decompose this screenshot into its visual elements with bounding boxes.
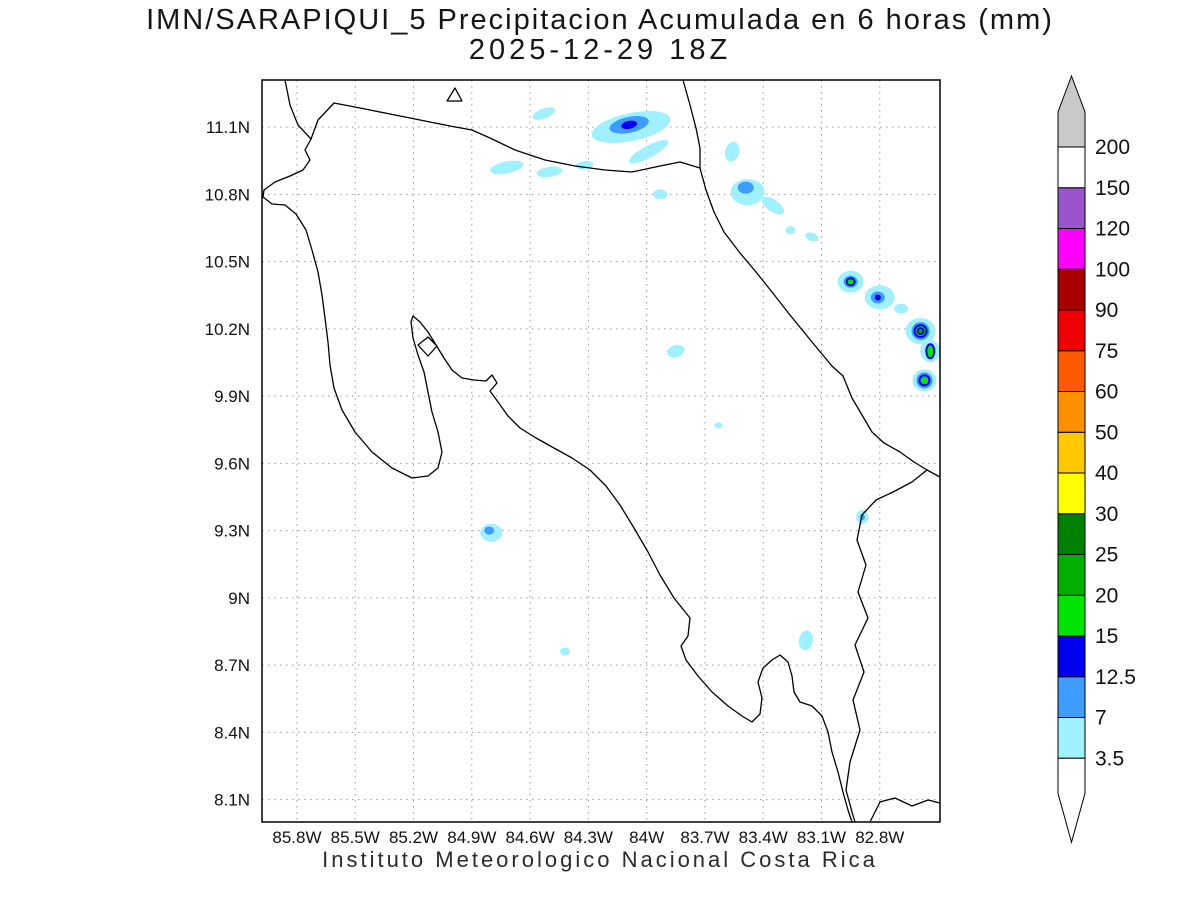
colorbar-label: 7	[1095, 707, 1107, 730]
precip-cell	[628, 140, 669, 164]
colorbar-label: 120	[1095, 218, 1130, 241]
colorbar-band	[1057, 554, 1086, 596]
precip-cell	[925, 343, 936, 360]
lon-tick-label: 85.2W	[389, 828, 438, 847]
colorbar-label: 75	[1095, 340, 1118, 363]
colorbar-legend: 200 150 120 100 90 75 60 50 40 30 25 20 15 12.5 7 3.5	[1057, 74, 1136, 845]
colorbar-band	[1057, 350, 1086, 392]
lon-tick-label: 84.3W	[564, 828, 613, 847]
chart-title: IMN/SARAPIQUI_5 Precipitacion Acumulada …	[146, 4, 1054, 36]
precip-cell	[560, 647, 571, 656]
precip-cell	[536, 166, 563, 178]
colorbar-band	[1057, 594, 1086, 637]
precip-cell	[575, 161, 594, 170]
colorbar-band	[1057, 228, 1086, 270]
precip-cell	[916, 327, 925, 336]
nicaragua-costa-rica-border	[310, 102, 701, 173]
precip-cell	[845, 277, 856, 287]
colorbar-band	[1057, 635, 1086, 678]
colorbar-band	[1057, 717, 1086, 759]
lon-tick-label: 84W	[629, 828, 664, 847]
gulf-of-nicoya-island	[417, 336, 438, 357]
lat-tick-label: 10.8N	[205, 185, 250, 204]
panama-border	[845, 469, 928, 823]
lat-tick-label: 9N	[228, 589, 250, 608]
lon-tick-label: 83.1W	[797, 828, 846, 847]
colorbar-band	[1057, 187, 1086, 229]
colorbar-band	[1057, 676, 1086, 718]
precip-cell	[805, 232, 819, 242]
lon-tick-label: 85.8W	[272, 828, 321, 847]
colorbar-band	[1057, 431, 1086, 474]
precip-cell	[724, 141, 740, 162]
colorbar-band	[1057, 268, 1086, 311]
lon-tick-label: 85.5W	[331, 828, 380, 847]
colorbar-band	[1057, 309, 1086, 352]
colorbar-band	[1057, 513, 1086, 555]
colorbar-label: 25	[1095, 544, 1118, 567]
precip-cell	[798, 630, 814, 651]
lat-tick-label: 10.5N	[205, 253, 250, 272]
lake-island	[446, 87, 463, 102]
colorbar-band	[1057, 391, 1086, 433]
colorbar-label: 3.5	[1095, 747, 1124, 770]
lon-tick-label: 84.9W	[447, 828, 496, 847]
precip-cell	[874, 294, 881, 301]
lat-tick-label: 8.1N	[214, 791, 250, 810]
precip-cell	[653, 189, 668, 200]
colorbar-band	[1057, 146, 1086, 189]
nicaragua-caribbean-coast	[682, 79, 701, 169]
colorbar-label: 50	[1095, 421, 1118, 444]
precip-cell	[894, 303, 909, 314]
lat-tick-label: 8.7N	[214, 656, 250, 675]
coastlines	[262, 79, 941, 823]
precip-cell	[737, 181, 754, 194]
colorbar-label: 90	[1095, 299, 1118, 322]
panama-pacific-coast	[869, 797, 941, 823]
axis-tick-labels: 85.8W 85.5W 85.2W 84.9W 84.6W 84.3W 84W 83.7W 83…	[205, 118, 905, 847]
colorbar-label: 12.5	[1095, 666, 1136, 689]
precip-cell	[785, 226, 796, 235]
lon-tick-label: 83.4W	[739, 828, 788, 847]
colorbar-below-min-arrow	[1057, 757, 1086, 845]
caribbean-coast	[699, 167, 941, 478]
colorbar-label: 100	[1095, 258, 1130, 281]
colorbar-label: 60	[1095, 381, 1118, 404]
lat-tick-label: 11.1N	[206, 118, 250, 137]
pacific-coast	[262, 138, 853, 823]
colorbar-label: 30	[1095, 503, 1118, 526]
lat-tick-label: 9.3N	[214, 522, 250, 541]
colorbar-label: 20	[1095, 584, 1118, 607]
chart-subtitle-datetime: 2025-12-29 18Z	[468, 34, 732, 66]
precip-cell	[490, 160, 524, 175]
precip-cell	[532, 107, 556, 120]
lat-tick-label: 9.6N	[214, 454, 250, 473]
nicaragua-pacific-coast	[284, 79, 312, 140]
lat-tick-label: 10.2N	[205, 320, 250, 339]
lon-tick-label: 82.8W	[855, 828, 904, 847]
precip-cell	[714, 422, 723, 429]
lat-tick-label: 8.4N	[214, 723, 250, 742]
precip-cell	[484, 526, 495, 535]
precipitation-shading	[480, 107, 941, 656]
colorbar-label: 40	[1095, 462, 1118, 485]
footer-credit: Instituto Meteorologico Nacional Costa R…	[322, 847, 878, 872]
map-frame	[261, 79, 941, 823]
colorbar-label: 150	[1095, 177, 1130, 200]
lon-tick-label: 83.7W	[680, 828, 729, 847]
grid-lines	[262, 80, 940, 822]
colorbar-band	[1057, 472, 1086, 515]
precip-cell	[666, 344, 685, 358]
lat-tick-label: 9.9N	[214, 387, 250, 406]
colorbar-label: 15	[1095, 625, 1118, 648]
colorbar-above-max-arrow	[1057, 74, 1086, 148]
lon-tick-label: 84.6W	[506, 828, 555, 847]
precip-cell	[918, 374, 931, 387]
precip-cell	[761, 196, 785, 215]
colorbar-label: 200	[1095, 136, 1130, 159]
precip-cell	[621, 120, 638, 130]
